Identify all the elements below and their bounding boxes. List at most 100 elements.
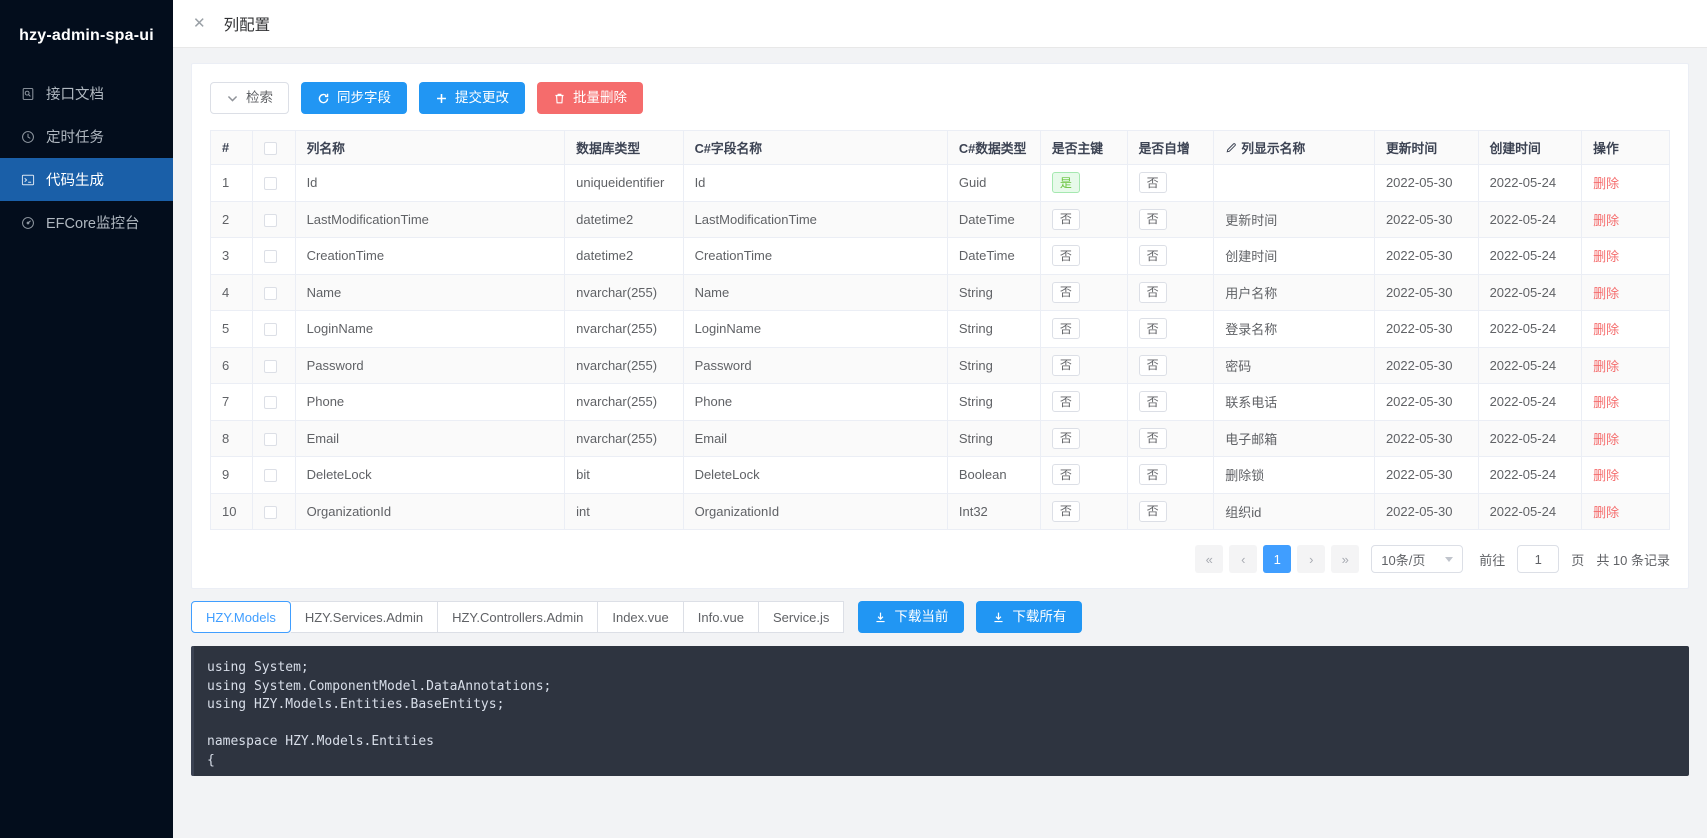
- cell-display-name[interactable]: 登录名称: [1213, 310, 1375, 348]
- cell-display-name[interactable]: 电子邮箱: [1213, 420, 1375, 457]
- delete-row-link[interactable]: 删除: [1593, 395, 1620, 411]
- primary-key-tag[interactable]: 否: [1051, 354, 1080, 376]
- primary-key-tag[interactable]: 否: [1051, 318, 1080, 340]
- page-size-select[interactable]: 10条/页: [1371, 545, 1464, 573]
- auto-increment-tag[interactable]: 否: [1138, 464, 1167, 486]
- file-tab-4[interactable]: Index.vue: [598, 601, 684, 633]
- code-line-5: namespace HZY.Models.Entities: [207, 734, 434, 749]
- th-created-time: 创建时间: [1478, 130, 1583, 165]
- row-checkbox[interactable]: [264, 213, 278, 227]
- batch-delete-button[interactable]: 批量删除: [537, 82, 643, 114]
- sidebar-item-1[interactable]: 接口文档: [0, 72, 173, 115]
- cell-display-name[interactable]: 删除锁: [1213, 456, 1375, 494]
- cell-display-name[interactable]: [1213, 164, 1375, 202]
- delete-row-link[interactable]: 删除: [1593, 176, 1620, 192]
- page-title: 列配置: [223, 16, 271, 34]
- code-line-4: [207, 715, 1689, 734]
- table-row[interactable]: 2 LastModificationTime datetime2 LastModifi…: [209, 201, 1670, 238]
- table-row[interactable]: 8 Email nvarchar(255) Email String 否否电子邮箱 2022…: [209, 420, 1670, 457]
- auto-increment-tag[interactable]: 否: [1138, 208, 1167, 230]
- th-display-name: 列显示名称: [1213, 130, 1375, 165]
- cell-display-name[interactable]: 组织id: [1213, 493, 1375, 530]
- delete-row-link[interactable]: 删除: [1593, 468, 1620, 484]
- select-all-checkbox[interactable]: [264, 142, 278, 156]
- auto-increment-tag[interactable]: 否: [1138, 318, 1167, 340]
- delete-row-link[interactable]: 删除: [1593, 212, 1620, 228]
- cell-index: 1: [209, 164, 254, 202]
- file-tab-3[interactable]: HZY.Controllers.Admin: [438, 601, 599, 633]
- delete-row-link[interactable]: 删除: [1593, 431, 1620, 447]
- submit-changes-button[interactable]: 提交更改: [419, 82, 525, 114]
- download-all-button[interactable]: 下载所有: [976, 601, 1083, 633]
- table-row[interactable]: 10 OrganizationId int OrganizationId Int32 否否…: [209, 493, 1670, 530]
- row-checkbox[interactable]: [264, 432, 278, 446]
- table-row[interactable]: 1 Id uniqueidentifier Id Guid 是否 2022-05-30 202…: [209, 164, 1670, 202]
- cell-cs-type: DateTime: [947, 201, 1041, 238]
- row-checkbox[interactable]: [264, 323, 278, 337]
- row-checkbox[interactable]: [264, 469, 278, 483]
- cell-display-name[interactable]: 用户名称: [1213, 274, 1375, 311]
- delete-row-link[interactable]: 删除: [1593, 249, 1620, 265]
- cell-column-name: CreationTime: [295, 237, 566, 275]
- th-action: 操作: [1581, 130, 1670, 165]
- file-tab-5[interactable]: Info.vue: [683, 601, 759, 633]
- primary-key-tag[interactable]: 否: [1051, 281, 1080, 303]
- download-current-button[interactable]: 下载当前: [858, 601, 965, 633]
- primary-key-tag[interactable]: 否: [1051, 464, 1080, 486]
- row-checkbox[interactable]: [264, 359, 278, 373]
- row-checkbox[interactable]: [264, 505, 278, 519]
- auto-increment-tag[interactable]: 否: [1138, 281, 1167, 303]
- primary-key-tag[interactable]: 否: [1051, 427, 1080, 449]
- table-row[interactable]: 3 CreationTime datetime2 CreationTime DateTi…: [209, 237, 1670, 275]
- auto-increment-tag[interactable]: 否: [1138, 354, 1167, 376]
- primary-key-tag[interactable]: 否: [1051, 500, 1080, 522]
- file-tab-2[interactable]: HZY.Services.Admin: [290, 601, 439, 633]
- cell-action: 删除: [1581, 383, 1670, 421]
- cell-db-type: nvarchar(255): [564, 420, 684, 457]
- th-is-auto-increment: 是否自增: [1127, 130, 1215, 165]
- auto-increment-tag[interactable]: 否: [1138, 500, 1167, 522]
- close-icon[interactable]: ✕: [193, 15, 206, 32]
- sync-fields-button[interactable]: 同步字段: [301, 82, 407, 114]
- cell-display-name[interactable]: 更新时间: [1213, 201, 1375, 238]
- cell-display-name[interactable]: 创建时间: [1213, 237, 1375, 275]
- cell-select: [252, 383, 296, 421]
- auto-increment-tag[interactable]: 否: [1138, 391, 1167, 413]
- cell-display-name[interactable]: 密码: [1213, 347, 1375, 384]
- pagination-last-button[interactable]: »: [1331, 545, 1360, 573]
- delete-row-link[interactable]: 删除: [1593, 358, 1620, 374]
- table-row[interactable]: 7 Phone nvarchar(255) Phone String 否否联系电话 2022…: [209, 383, 1670, 421]
- table-row[interactable]: 5 LoginName nvarchar(255) LoginName String 否否…: [209, 310, 1670, 348]
- code-line-2: using System.ComponentModel.DataAnnotati…: [207, 678, 552, 694]
- row-checkbox[interactable]: [264, 396, 278, 410]
- table-row[interactable]: 6 Password nvarchar(255) Password String 否否密码…: [209, 347, 1670, 384]
- pagination-prev-button[interactable]: ‹: [1229, 545, 1258, 573]
- search-button[interactable]: 检索: [210, 82, 289, 114]
- table-row[interactable]: 4 Name nvarchar(255) Name String 否否用户名称 2022-0…: [209, 274, 1670, 311]
- cell-updated-time: 2022-05-30: [1374, 420, 1479, 457]
- file-tab-6[interactable]: Service.js: [759, 601, 845, 633]
- sidebar-item-4[interactable]: EFCore监控台: [0, 201, 173, 244]
- primary-key-tag[interactable]: 是: [1051, 172, 1080, 194]
- delete-row-link[interactable]: 删除: [1593, 504, 1620, 520]
- table-row[interactable]: 9 DeleteLock bit DeleteLock Boolean 否否删除锁 2022…: [209, 456, 1670, 494]
- auto-increment-tag[interactable]: 否: [1138, 172, 1167, 194]
- auto-increment-tag[interactable]: 否: [1138, 245, 1167, 267]
- pagination-first-button[interactable]: «: [1195, 545, 1224, 573]
- primary-key-tag[interactable]: 否: [1051, 208, 1080, 230]
- primary-key-tag[interactable]: 否: [1051, 245, 1080, 267]
- row-checkbox[interactable]: [264, 286, 278, 300]
- pagination-next-button[interactable]: ›: [1297, 545, 1326, 573]
- cell-display-name[interactable]: 联系电话: [1213, 383, 1375, 421]
- goto-page-input[interactable]: [1517, 545, 1560, 573]
- delete-row-link[interactable]: 删除: [1593, 322, 1620, 338]
- sidebar-item-3[interactable]: 代码生成: [0, 158, 173, 201]
- primary-key-tag[interactable]: 否: [1051, 391, 1080, 413]
- pagination-page-1[interactable]: 1: [1263, 545, 1292, 573]
- delete-row-link[interactable]: 删除: [1593, 285, 1620, 301]
- row-checkbox[interactable]: [264, 250, 278, 264]
- file-tab-1[interactable]: HZY.Models: [191, 601, 291, 633]
- row-checkbox[interactable]: [264, 177, 278, 191]
- auto-increment-tag[interactable]: 否: [1138, 427, 1167, 449]
- sidebar-item-2[interactable]: 定时任务: [0, 115, 173, 158]
